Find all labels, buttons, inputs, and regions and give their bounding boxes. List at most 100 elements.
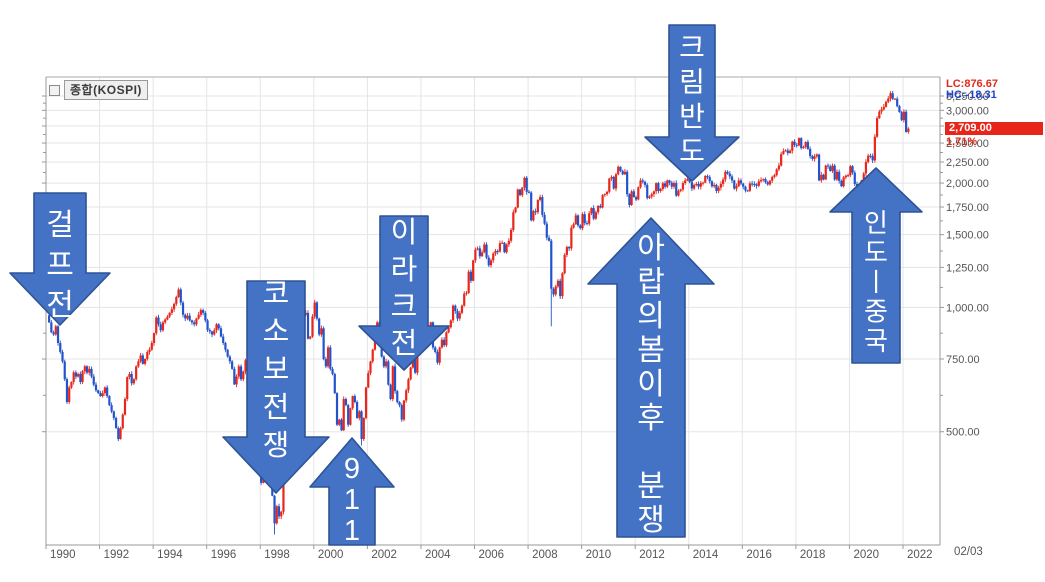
candle-body xyxy=(742,183,745,187)
x-axis-label: 2010 xyxy=(586,549,612,561)
candle-body xyxy=(722,179,725,184)
legend-checkbox-icon[interactable] xyxy=(49,84,60,96)
candle-body xyxy=(545,223,548,238)
candle-body xyxy=(181,302,185,315)
candle-body xyxy=(744,186,747,191)
candle-body xyxy=(92,376,95,385)
annotation-text-crimea: 반 xyxy=(679,101,705,132)
annotation-text-india-china: 국 xyxy=(864,326,888,356)
candle-body xyxy=(492,253,495,261)
candle-body xyxy=(195,318,198,325)
candle-body xyxy=(494,250,497,254)
candle-body xyxy=(273,495,276,524)
candle-body xyxy=(123,399,127,415)
candle-body xyxy=(862,173,865,181)
candle-body xyxy=(483,244,486,253)
candle-body xyxy=(217,324,220,329)
candle-body xyxy=(793,141,796,145)
y-axis-label: 1,500.00 xyxy=(946,230,989,242)
candle-body xyxy=(313,302,316,317)
candle-body xyxy=(385,361,388,367)
annotation-text-arab-spring-conflicts: 쟁 xyxy=(637,504,665,537)
candle-body xyxy=(572,224,575,228)
candle-body xyxy=(639,180,642,188)
candle-body xyxy=(846,175,850,177)
candle-body xyxy=(242,371,245,380)
candle-body xyxy=(878,111,881,119)
candle-body xyxy=(447,327,450,333)
candle-body xyxy=(342,399,345,431)
candle-body xyxy=(177,289,180,297)
candle-body xyxy=(516,189,519,208)
candle-body xyxy=(759,179,763,182)
candle-body xyxy=(634,197,638,200)
candle-body xyxy=(809,148,812,157)
candle-body xyxy=(474,249,477,261)
candle-body xyxy=(853,172,856,184)
candle-body xyxy=(826,165,830,167)
candle-body xyxy=(764,179,767,183)
candle-body xyxy=(61,351,64,362)
candle-body xyxy=(65,379,69,403)
candle-body xyxy=(735,186,738,189)
candle-body xyxy=(244,360,247,372)
legend-label: 종합(KOSPI) xyxy=(64,80,148,100)
series-legend[interactable]: 종합(KOSPI) xyxy=(49,80,148,100)
candle-body xyxy=(440,339,444,348)
candle-body xyxy=(835,171,839,180)
annotation-text-kosovo-war: 보 xyxy=(263,354,290,386)
candle-body xyxy=(525,177,528,192)
candle-body xyxy=(213,330,216,335)
candle-body xyxy=(139,355,142,362)
candle-body xyxy=(210,331,214,335)
candle-body xyxy=(199,310,202,315)
candle-body xyxy=(668,180,671,183)
y-axis-label: 1,750.00 xyxy=(946,202,989,214)
candle-body xyxy=(777,165,781,170)
candle-body xyxy=(152,333,156,344)
candle-body xyxy=(376,322,379,328)
candle-body xyxy=(103,387,107,394)
candle-body xyxy=(610,176,613,179)
candle-body xyxy=(168,312,171,317)
candle-body xyxy=(68,387,71,403)
candle-body xyxy=(840,180,843,187)
candle-body xyxy=(795,144,798,146)
candle-body xyxy=(891,93,894,99)
candle-body xyxy=(559,280,562,297)
candle-body xyxy=(338,419,341,425)
annotation-text-arab-spring-conflicts: 분 xyxy=(637,470,665,503)
candle-body xyxy=(692,184,696,189)
candle-body xyxy=(48,315,51,323)
candle-body xyxy=(552,288,555,295)
candle-body xyxy=(708,176,711,182)
candle-body xyxy=(541,197,544,215)
candle-body xyxy=(188,315,191,321)
candle-body xyxy=(324,359,327,367)
candle-body xyxy=(108,396,111,406)
candle-body xyxy=(391,366,394,400)
candle-body xyxy=(797,138,801,146)
annotation-text-nine-eleven: 9 xyxy=(344,453,360,485)
candle-body xyxy=(902,111,905,121)
x-axis-label: 1998 xyxy=(264,549,290,561)
candle-body xyxy=(563,254,566,274)
annotation-text-arab-spring-conflicts: 랍 xyxy=(637,266,665,299)
candle-body xyxy=(356,402,359,418)
candle-body xyxy=(215,324,218,331)
candle-body xyxy=(405,390,408,401)
candle-body xyxy=(74,372,77,377)
candle-body xyxy=(402,400,406,420)
y-axis-label: 3,000.00 xyxy=(946,105,989,117)
candle-body xyxy=(114,417,118,429)
last-price-badge: 2,709.00 xyxy=(945,122,1043,135)
candle-body xyxy=(532,211,535,221)
candle-body xyxy=(791,141,794,151)
candle-body xyxy=(226,349,229,357)
candle-body xyxy=(608,178,611,192)
candle-body xyxy=(59,343,62,352)
candle-body xyxy=(449,320,452,328)
candle-body xyxy=(396,391,399,403)
candle-body xyxy=(612,176,615,189)
candle-body xyxy=(626,171,629,195)
